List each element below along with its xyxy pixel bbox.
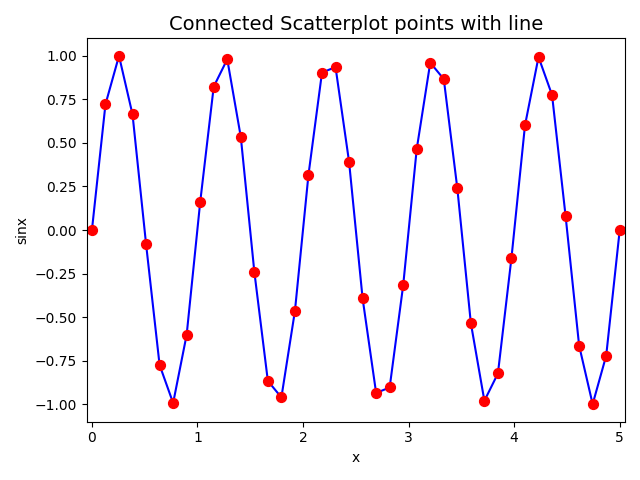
Point	[425, 59, 435, 67]
Point	[614, 226, 625, 234]
Point	[222, 56, 232, 63]
Point	[141, 240, 151, 248]
Point	[263, 377, 273, 385]
Point	[317, 69, 327, 76]
Point	[154, 361, 164, 369]
Point	[209, 83, 219, 90]
Point	[574, 342, 584, 349]
Point	[385, 384, 395, 391]
Point	[479, 397, 490, 405]
Point	[276, 394, 287, 401]
Point	[371, 389, 381, 397]
Point	[533, 53, 543, 61]
Point	[520, 121, 530, 129]
X-axis label: x: x	[352, 451, 360, 465]
Point	[561, 212, 571, 220]
Point	[438, 75, 449, 83]
Point	[330, 63, 340, 71]
Point	[506, 254, 516, 262]
Point	[195, 198, 205, 206]
Point	[344, 158, 354, 166]
Point	[100, 100, 111, 108]
Point	[182, 331, 192, 338]
Point	[358, 295, 368, 302]
Point	[493, 370, 503, 377]
Point	[588, 400, 598, 408]
Point	[547, 91, 557, 99]
Point	[236, 133, 246, 141]
Point	[601, 352, 611, 360]
Y-axis label: sinx: sinx	[15, 216, 29, 244]
Point	[168, 399, 179, 407]
Point	[303, 171, 314, 179]
Point	[466, 319, 476, 327]
Point	[412, 145, 422, 153]
Point	[127, 110, 138, 118]
Point	[290, 307, 300, 315]
Point	[87, 226, 97, 234]
Point	[114, 52, 124, 60]
Point	[452, 184, 463, 192]
Point	[249, 268, 259, 276]
Point	[398, 281, 408, 289]
Title: Connected Scatterplot points with line: Connected Scatterplot points with line	[169, 15, 543, 34]
